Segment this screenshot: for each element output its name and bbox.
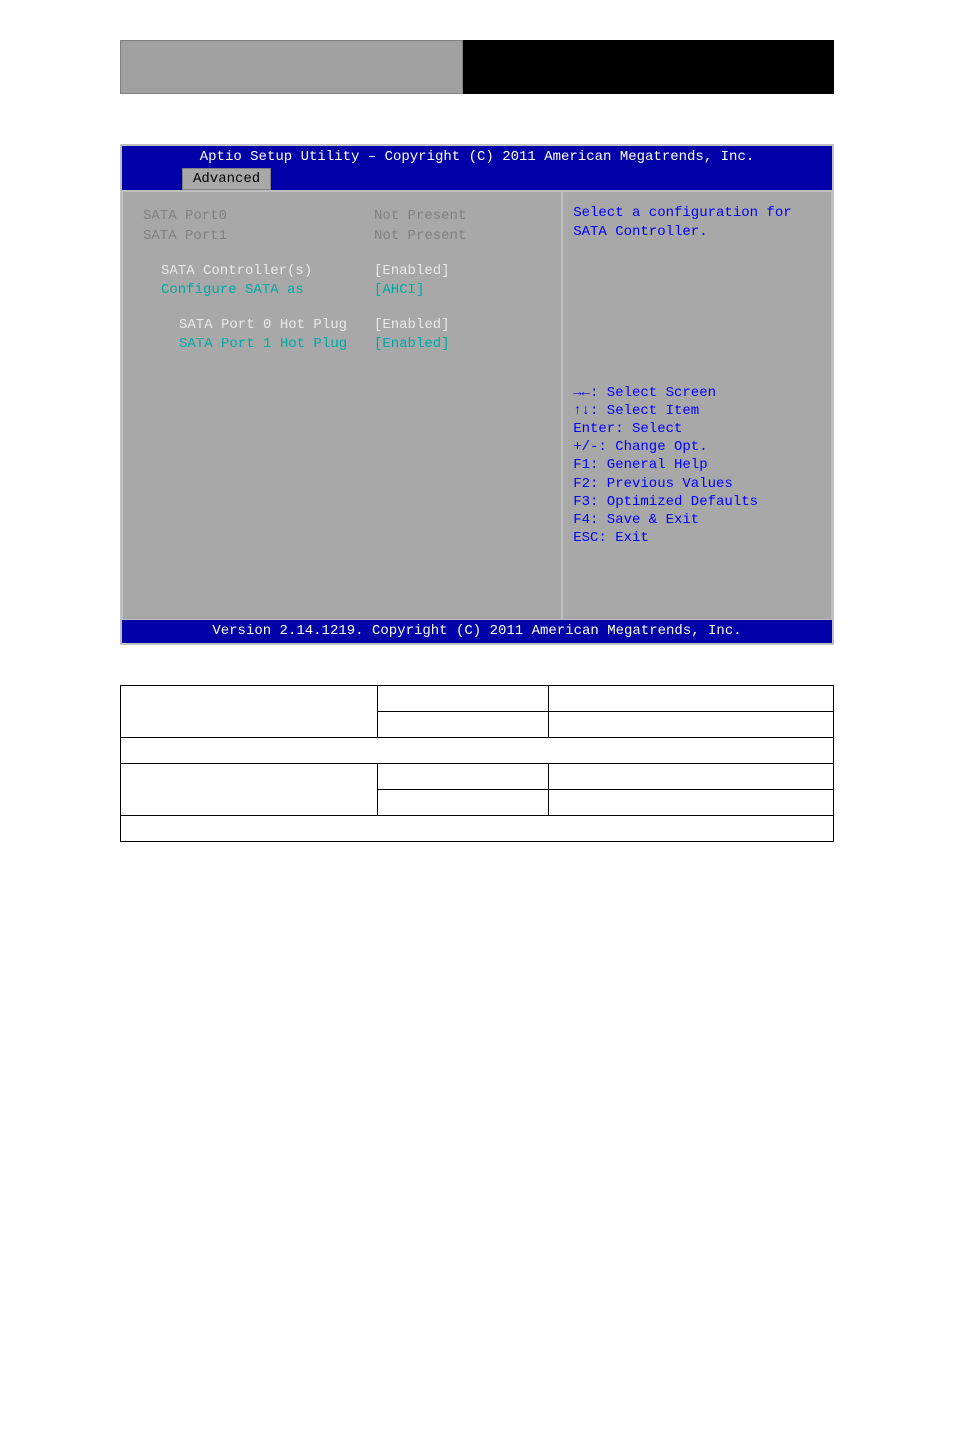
bios-left-panel: SATA Port0 Not Present SATA Port1 Not Pr…	[122, 191, 562, 620]
table-cell	[121, 737, 834, 763]
table-cell	[121, 685, 378, 737]
sata-controllers-value: [Enabled]	[374, 262, 541, 280]
tab-advanced[interactable]: Advanced	[182, 168, 271, 190]
sata-port0-hotplug-label: SATA Port 0 Hot Plug	[143, 316, 374, 334]
legend-spacer	[573, 547, 821, 607]
table-row	[121, 737, 834, 763]
table-row	[121, 685, 834, 711]
key-change-opt: +/-: Change Opt.	[573, 438, 821, 456]
configure-sata-value: [AHCI]	[374, 281, 541, 299]
help-line2: SATA Controller.	[573, 223, 821, 241]
sata-controllers-row[interactable]: SATA Controller(s) [Enabled]	[143, 262, 541, 280]
table-cell	[377, 711, 548, 737]
table-row	[121, 815, 834, 841]
key-optimized-defaults: F3: Optimized Defaults	[573, 493, 821, 511]
sata-port1-hotplug-label: SATA Port 1 Hot Plug	[143, 335, 374, 353]
blank-table	[120, 685, 834, 842]
sata-port0-row: SATA Port0 Not Present	[143, 207, 541, 225]
sata-port1-hotplug-row[interactable]: SATA Port 1 Hot Plug [Enabled]	[143, 335, 541, 353]
key-select-item: ↑↓: Select Item	[573, 402, 821, 420]
key-legend: →←: Select Screen ↑↓: Select Item Enter:…	[573, 384, 821, 608]
sata-controllers-label: SATA Controller(s)	[143, 262, 374, 280]
table-cell	[548, 711, 833, 737]
table-cell	[121, 763, 378, 815]
page-container: Aptio Setup Utility – Copyright (C) 2011…	[0, 0, 954, 882]
header-right-panel	[463, 40, 834, 94]
help-line1: Select a configuration for	[573, 204, 821, 222]
configure-sata-label: Configure SATA as	[143, 281, 374, 299]
table-cell	[548, 763, 833, 789]
table-cell	[377, 789, 548, 815]
configure-sata-row[interactable]: Configure SATA as [AHCI]	[143, 281, 541, 299]
key-esc-exit: ESC: Exit	[573, 529, 821, 547]
bios-tab-bar: Advanced	[122, 168, 832, 190]
sata-port1-hotplug-value: [Enabled]	[374, 335, 541, 353]
key-general-help: F1: General Help	[573, 456, 821, 474]
key-select-screen: →←: Select Screen	[573, 384, 821, 402]
bios-footer: Version 2.14.1219. Copyright (C) 2011 Am…	[122, 620, 832, 642]
table-cell	[121, 815, 834, 841]
key-previous-values: F2: Previous Values	[573, 475, 821, 493]
table-row	[121, 763, 834, 789]
header-left-panel	[120, 40, 463, 94]
spacer	[143, 300, 541, 316]
sata-port0-value: Not Present	[374, 207, 541, 225]
key-enter-select: Enter: Select	[573, 420, 821, 438]
sata-port0-hotplug-value: [Enabled]	[374, 316, 541, 334]
sata-port1-label: SATA Port1	[143, 227, 374, 245]
sata-port0-hotplug-row[interactable]: SATA Port 0 Hot Plug [Enabled]	[143, 316, 541, 334]
help-description: Select a configuration for SATA Controll…	[573, 204, 821, 240]
table-cell	[377, 763, 548, 789]
table-cell	[548, 789, 833, 815]
sata-port1-row: SATA Port1 Not Present	[143, 227, 541, 245]
spacer	[143, 246, 541, 262]
bios-setup-window: Aptio Setup Utility – Copyright (C) 2011…	[120, 144, 834, 645]
sata-port1-value: Not Present	[374, 227, 541, 245]
bios-body: SATA Port0 Not Present SATA Port1 Not Pr…	[122, 190, 832, 620]
header-bar	[120, 40, 834, 94]
key-save-exit: F4: Save & Exit	[573, 511, 821, 529]
sata-port0-label: SATA Port0	[143, 207, 374, 225]
table-cell	[377, 685, 548, 711]
table-cell	[548, 685, 833, 711]
bios-title-bar: Aptio Setup Utility – Copyright (C) 2011…	[122, 146, 832, 168]
bios-help-panel: Select a configuration for SATA Controll…	[562, 191, 832, 620]
